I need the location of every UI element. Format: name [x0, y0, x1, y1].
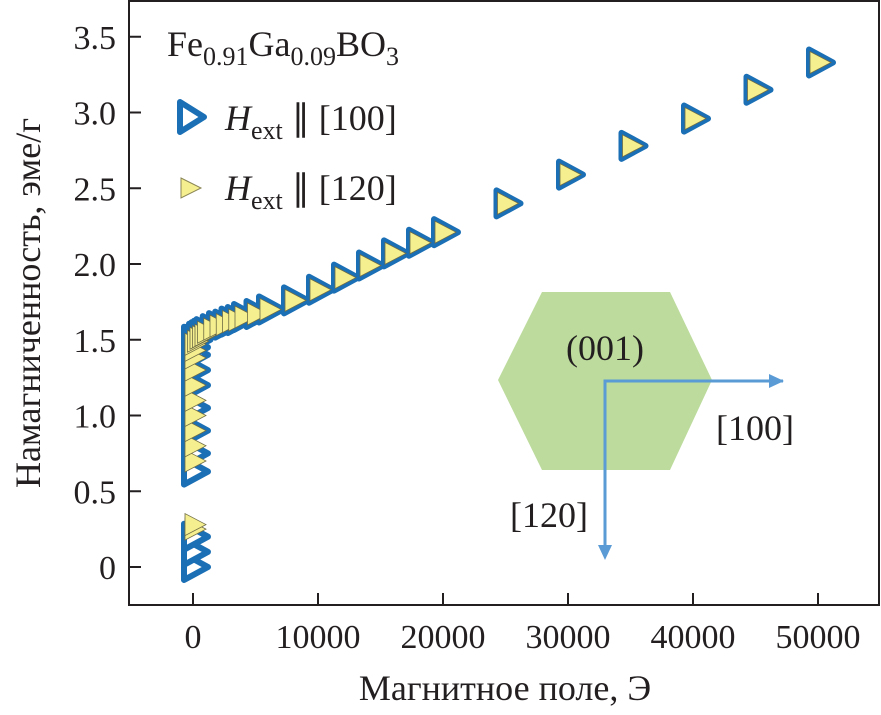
point-120 — [184, 434, 207, 458]
x-tick-label: 10000 — [276, 619, 361, 656]
legend-h-100: H — [224, 98, 253, 138]
point-120 — [622, 134, 645, 158]
title-sub1: 0.91 — [203, 42, 249, 71]
point-120 — [184, 418, 207, 443]
point-120 — [259, 297, 282, 322]
point-120 — [234, 305, 257, 329]
y-tick-label: 2.5 — [74, 171, 117, 208]
x-tick-label: 50000 — [776, 619, 861, 656]
legend-marker-100 — [177, 99, 207, 135]
plot-frame — [128, 0, 880, 606]
legend-sub-100: ext — [251, 116, 284, 145]
point-120 — [684, 106, 707, 131]
y-tick-label: 2.0 — [74, 247, 117, 284]
svg-text:Hext ∥ [120]: Hext ∥ [120] — [224, 168, 397, 215]
point-120 — [497, 191, 520, 216]
point-120 — [247, 302, 270, 326]
point-120 — [184, 449, 207, 473]
y-tick-label: 0.5 — [74, 474, 117, 511]
point-120 — [559, 162, 582, 187]
point-120 — [434, 220, 457, 244]
point-120 — [284, 288, 307, 313]
x-axis-label: Магнитное поле, Э — [359, 668, 651, 708]
x-tick-label: 40000 — [651, 619, 736, 656]
arrow-lines — [603, 379, 783, 555]
point-120 — [184, 512, 207, 537]
arrow-head-120 — [598, 545, 612, 560]
y-tick-label: 1.5 — [74, 323, 117, 360]
svg-text:Fe0.91Ga0.09BO3: Fe0.91Ga0.09BO3 — [167, 24, 399, 71]
y-tick-label: 1.0 — [74, 399, 117, 436]
title-ga: Ga — [249, 24, 291, 64]
x-tick-label: 20000 — [401, 619, 486, 656]
y-axis: 0 0.5 1.0 1.5 2.0 2.5 3.0 3.5 — [74, 20, 141, 587]
inset-diagram: (001) [100] [120] — [498, 292, 794, 560]
y-axis-label: Намагниченность, эме/г — [8, 118, 48, 488]
chart-title: Fe0.91Ga0.09BO3 — [167, 24, 399, 71]
axis-100-label: [100] — [716, 408, 794, 448]
point-120 — [334, 265, 357, 290]
title-fe: Fe — [167, 24, 203, 64]
arrow-head-100 — [769, 374, 784, 388]
x-tick-label: 30000 — [526, 619, 611, 656]
plane-label: (001) — [566, 328, 644, 368]
svg-text:Hext ∥ [100]: Hext ∥ [100] — [224, 98, 397, 145]
y-tick-label: 3.0 — [74, 96, 117, 133]
point-120 — [409, 231, 432, 255]
legend-marker-120 — [180, 177, 203, 199]
x-tick-label: 0 — [185, 619, 202, 656]
legend-h-120: H — [224, 168, 253, 208]
point-120 — [184, 388, 207, 413]
x-axis: 0 10000 20000 30000 40000 50000 — [185, 593, 861, 656]
point-120 — [384, 241, 407, 266]
legend-sub-120: ext — [251, 186, 284, 215]
point-120 — [359, 253, 382, 278]
point-120 — [747, 78, 770, 102]
title-sub2: 0.09 — [290, 42, 336, 71]
y-tick-label: 0 — [99, 550, 116, 587]
legend-item-120: Hext ∥ [120] — [180, 168, 397, 215]
legend-text-100: ∥ [100] — [283, 98, 397, 138]
title-sub3: 3 — [386, 42, 399, 71]
data-points — [181, 46, 836, 583]
point-120 — [309, 278, 332, 302]
axis-120-label: [120] — [510, 495, 588, 535]
point-120 — [809, 50, 832, 75]
point-120 — [184, 373, 207, 397]
y-tick-label: 3.5 — [74, 20, 117, 57]
legend-text-120: ∥ [120] — [283, 168, 397, 208]
point-120 — [184, 403, 207, 428]
title-bo: BO — [336, 24, 386, 64]
legend-item-100: Hext ∥ [100] — [177, 98, 397, 145]
direction-arrows — [598, 374, 784, 560]
legend: Hext ∥ [100] Hext ∥ [120] — [177, 98, 397, 215]
